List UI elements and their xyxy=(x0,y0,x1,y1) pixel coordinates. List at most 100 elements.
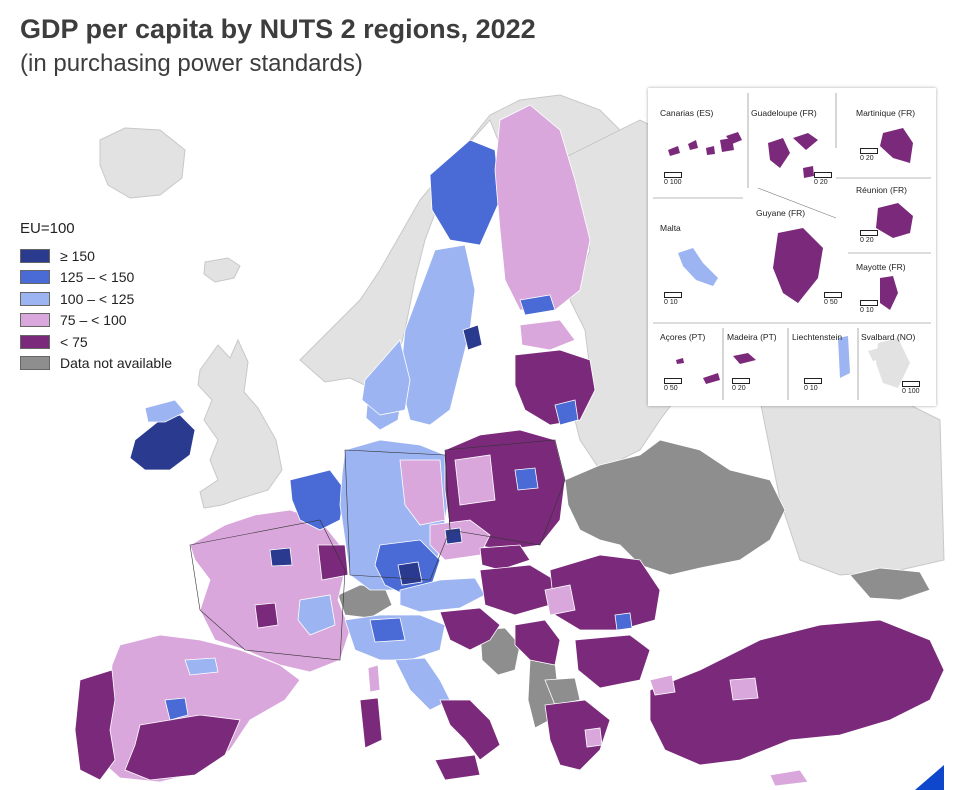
north-macedonia-shape xyxy=(544,677,581,706)
warsaw-shape xyxy=(514,467,539,491)
corner-accent xyxy=(915,765,944,790)
georgia-shape xyxy=(849,567,931,601)
legend-item: < 75 xyxy=(20,331,172,353)
legend-swatch xyxy=(20,248,50,263)
scale-bar: 0 20 xyxy=(814,172,832,186)
bulgaria-shape xyxy=(574,634,651,689)
poland-west-shape xyxy=(454,454,496,506)
scale-bar: 0 100 xyxy=(664,172,682,186)
sardinia-shape xyxy=(359,697,383,749)
legend-label: < 75 xyxy=(60,333,88,350)
inset-panel: Canarias (ES) Guadeloupe (FR) Martinique… xyxy=(648,88,936,406)
sweden-shape xyxy=(399,244,476,426)
legend-item: ≥ 150 xyxy=(20,245,172,267)
madrid-shape xyxy=(164,697,189,721)
inset-map-shapes xyxy=(653,93,931,400)
lyon-shape xyxy=(297,594,336,636)
scale-bar: 0 50 xyxy=(664,378,682,392)
scale-bar: 0 20 xyxy=(860,148,878,162)
legend-title: EU=100 xyxy=(20,220,75,237)
portugal-shape xyxy=(74,669,116,781)
turkiye-shape xyxy=(649,619,945,766)
austria-shape xyxy=(399,577,486,613)
map-subtitle: (in purchasing power standards) xyxy=(20,50,363,77)
spain-south-shape xyxy=(124,714,241,781)
legend-item: 125 – < 150 xyxy=(20,267,172,289)
finland-shape xyxy=(494,104,591,311)
attica-shape xyxy=(584,727,603,748)
legend-swatch xyxy=(20,291,50,306)
iceland-shape xyxy=(203,257,241,283)
nuts-regions xyxy=(74,104,945,787)
no-data-regions xyxy=(337,439,931,729)
great-britain-shape xyxy=(197,338,283,509)
south-italy-shape xyxy=(439,699,501,761)
ireland-north-shape xyxy=(144,399,186,423)
inset-label: Malta xyxy=(660,223,681,233)
inset-label: Réunion (FR) xyxy=(856,185,908,195)
scale-bar: 0 10 xyxy=(860,300,878,314)
scale-bar: 0 20 xyxy=(860,230,878,244)
inset-label: Guadeloupe (FR) xyxy=(751,108,817,118)
inset-label: Madeira (PT) xyxy=(727,332,777,342)
romania-shape xyxy=(549,554,661,631)
legend: EU=100 ≥ 150 125 – < 150 100 – < 125 75 … xyxy=(20,220,172,374)
inset-label: Svalbard (NO) xyxy=(861,332,916,342)
lombardy-shape xyxy=(369,617,406,643)
vilnius-shape xyxy=(554,399,579,426)
inset-label: Canarias (ES) xyxy=(660,108,714,118)
legend-label: ≥ 150 xyxy=(60,247,95,264)
legend-label: 75 – < 100 xyxy=(60,312,127,329)
ankara-shape xyxy=(729,677,759,701)
russia-south-shape xyxy=(759,389,945,576)
legend-item: 75 – < 100 xyxy=(20,310,172,332)
sweden-north-shape xyxy=(429,139,501,246)
scale-bar: 0 20 xyxy=(732,378,750,392)
paris-shape xyxy=(269,547,293,567)
greece-shape xyxy=(544,699,611,771)
cyprus-shape xyxy=(769,769,809,787)
norway-regions-shape xyxy=(361,339,411,416)
latvia-lithuania-shape xyxy=(514,349,596,426)
legend-item: 100 – < 125 xyxy=(20,288,172,310)
switzerland-shape xyxy=(337,584,393,619)
inset-label: Mayotte (FR) xyxy=(856,262,906,272)
scale-bar: 0 10 xyxy=(664,292,682,306)
legend-label: 100 – < 125 xyxy=(60,290,135,307)
munich-shape xyxy=(397,561,423,586)
sicily-shape xyxy=(434,754,481,781)
corsica-shape xyxy=(367,664,381,693)
istanbul-shape xyxy=(649,674,676,696)
stockholm-shape xyxy=(462,324,483,351)
scale-bar: 0 10 xyxy=(804,378,822,392)
scale-bar: 0 50 xyxy=(824,292,842,306)
ireland-shape xyxy=(129,414,196,471)
slovenia-croatia-shape xyxy=(439,607,501,651)
legend-swatch xyxy=(20,356,50,371)
legend-swatch xyxy=(20,334,50,349)
lorraine-shape xyxy=(317,544,349,581)
slovakia-shape xyxy=(479,544,531,571)
ukraine-shape xyxy=(564,439,786,576)
romania-west-shape xyxy=(544,584,576,616)
east-germany-shape xyxy=(399,459,446,526)
helsinki-shape xyxy=(519,294,556,316)
legend-swatch xyxy=(20,270,50,285)
country-borders xyxy=(189,439,566,661)
legend-label: 125 – < 150 xyxy=(60,269,135,286)
benelux-shape xyxy=(289,469,346,531)
map-title: GDP per capita by NUTS 2 regions, 2022 xyxy=(20,14,536,44)
inset-label: Liechtenstein xyxy=(792,332,843,342)
hungary-shape xyxy=(479,564,556,616)
greenland-shape xyxy=(99,127,186,199)
inset-label: Guyane (FR) xyxy=(756,208,806,218)
basque-shape xyxy=(184,657,219,676)
inset-label: Açores (PT) xyxy=(660,332,706,342)
legend-item: Data not available xyxy=(20,353,172,375)
legend-label: Data not available xyxy=(60,355,173,372)
inset-label: Martinique (FR) xyxy=(856,108,916,118)
limousin-shape xyxy=(254,602,279,629)
estonia-shape xyxy=(519,319,576,351)
serbia-shape xyxy=(514,619,561,666)
legend-swatch xyxy=(20,313,50,328)
